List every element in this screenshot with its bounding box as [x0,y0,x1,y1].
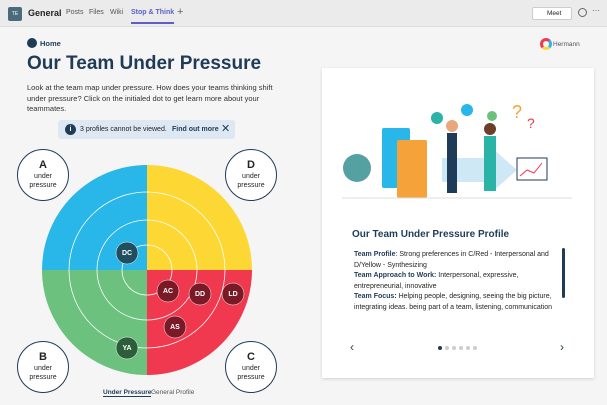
tab-active[interactable]: Stop & Think [131,9,175,24]
profile-item: Team Focus: Helping people, designing, s… [354,292,554,313]
svg-text:?: ? [527,115,535,131]
svg-text:?: ? [512,102,522,122]
intro-text: Look at the team map under pressure. How… [27,83,273,113]
member-dot[interactable] [188,282,212,306]
pager-dot[interactable] [445,346,449,350]
profile-list: Team Profile: Strong preferences in C/Re… [354,250,554,313]
home-link[interactable]: Home [40,39,61,48]
tab[interactable]: Files [89,9,104,16]
illustration: ?? [342,102,572,199]
item-label: Team Profile [354,251,396,258]
quadrant-letter: D [247,159,255,171]
quadrant-letter: A [39,159,47,171]
notice-text: 3 profiles cannot be viewed. [80,126,167,133]
member-dot[interactable] [221,282,245,306]
team-icon[interactable]: TE [8,7,22,21]
meet-button[interactable]: Meet [532,7,572,20]
member-dot[interactable] [115,241,139,265]
item-text: Helping people, designing, seeing the bi… [354,293,553,311]
quadrant-letter: B [39,351,47,363]
quadrant-text: under pressure [237,173,265,189]
profile-card: ?? Our Team Under Pressure Profile Team … [322,68,594,378]
more-icon[interactable]: ··· [592,6,600,15]
toggle-option[interactable]: General Profile [151,389,195,396]
add-tab[interactable]: + [177,6,184,18]
quadrant-text: under pressure [29,365,57,381]
member-dot[interactable] [115,336,139,360]
item-label: Team Focus: [354,293,397,300]
member-initials: AS [170,324,180,331]
quadrant-text: under pressure [237,365,265,381]
brand-name: Hermann [553,41,580,48]
pager-dot[interactable] [459,346,463,350]
next-arrow[interactable]: › [560,340,564,354]
prev-arrow[interactable]: ‹ [350,340,354,354]
item-label: Team Approach to Work: [354,272,437,279]
profile-item: Team Profile: Strong preferences in C/Re… [354,250,554,271]
quadrant-text: under pressure [29,173,57,189]
scrollbar[interactable] [562,248,565,298]
close-notice[interactable]: ✕ [221,123,231,135]
notice-link[interactable]: Find out more [172,126,219,133]
team-map: DC AC DD LD AS YA [42,165,252,375]
item-text: Interpersonal, expressive, entrepreneuri… [354,272,519,290]
pager-dot[interactable] [473,346,477,350]
pager-dot[interactable] [452,346,456,350]
home-icon[interactable] [27,38,37,48]
pager-dot[interactable] [438,346,442,350]
tab[interactable]: Posts [66,9,84,16]
quadrant-letter: C [247,351,255,363]
info-icon[interactable] [578,8,587,17]
brand-icon [540,38,552,50]
info-badge: i [65,124,76,135]
page-title: Our Team Under Pressure [27,53,262,74]
channel-name: General [28,8,62,18]
ring [96,219,198,321]
item-text: : Strong preferences in C/Red - Interper… [354,251,549,269]
ring [68,191,226,349]
member-dot[interactable] [163,315,187,339]
teams-header [0,0,607,27]
member-initials: YA [122,345,131,352]
pager [438,346,477,350]
tab[interactable]: Wiki [110,9,124,16]
member-initials: DC [122,250,132,257]
toggle-active[interactable]: Under Pressure [103,389,152,397]
card-title: Our Team Under Pressure Profile [352,229,510,240]
member-dot[interactable] [156,279,180,303]
quadrant-d [147,165,252,270]
profile-item: Team Approach to Work: Interpersonal, ex… [354,271,554,292]
pager-dot[interactable] [466,346,470,350]
notice [58,120,235,139]
meet-label: Meet [547,10,562,17]
member-initials: DD [195,291,205,298]
member-initials: LD [228,291,237,298]
ring [121,244,173,296]
member-initials: AC [163,288,173,295]
